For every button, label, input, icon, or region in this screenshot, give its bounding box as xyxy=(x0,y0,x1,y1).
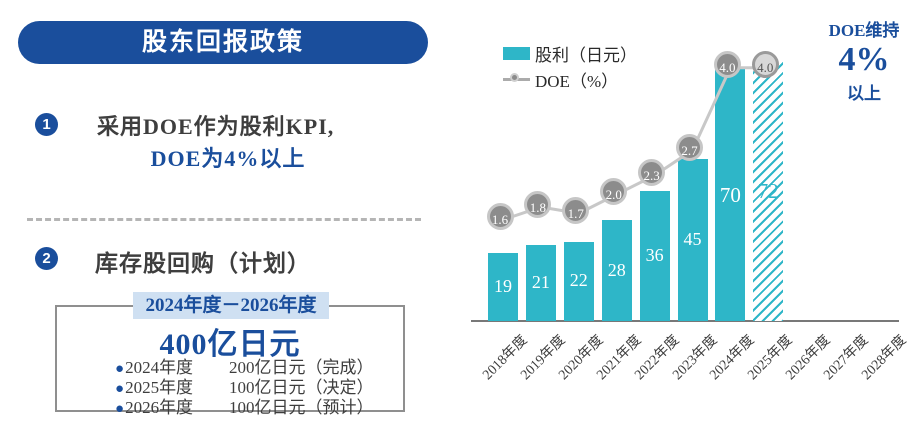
bullet-icon: ● xyxy=(115,401,125,417)
doe-point: 2.7 xyxy=(676,133,703,161)
bar-value-label: 36 xyxy=(645,245,664,266)
divider xyxy=(27,218,421,221)
buyback-year: 2024年度 xyxy=(125,358,194,377)
dividend-bar xyxy=(563,241,594,321)
buyback-row: ●2025年度 100亿日元（决定） xyxy=(115,373,374,397)
legend-item-dividend: 股利（日元） xyxy=(503,42,637,65)
buyback-amount: 200亿日元（完成） xyxy=(229,358,374,377)
buyback-row: ●2026年度 100亿日元（预计） xyxy=(115,393,374,417)
point-2-text: 库存股回购（计划） xyxy=(95,251,311,276)
bar-value-label: 21 xyxy=(531,272,550,293)
bullet-icon: ● xyxy=(115,381,125,397)
bullet-icon: ● xyxy=(115,361,125,377)
buyback-year: 2025年度 xyxy=(125,378,194,397)
bar-value-label: 72 xyxy=(757,178,779,203)
bar-value-label: 19 xyxy=(494,275,512,296)
doe-point: 1.7 xyxy=(562,196,590,224)
buyback-period: 2024年度－2026年度 xyxy=(133,292,329,319)
point-1-badge: 1 xyxy=(35,113,58,136)
annotation-line2: 以上 xyxy=(847,84,881,103)
dividend-bar xyxy=(488,252,518,321)
doe-point: 2.0 xyxy=(600,177,628,205)
point-1-text: 采用DOE作为股利KPI, xyxy=(97,114,335,139)
dividend-swatch-icon xyxy=(503,46,530,60)
annotation-value: 4% xyxy=(838,41,890,78)
buyback-box: 2024年度－2026年度 400亿日元 ●2024年度 200亿日元（完成） … xyxy=(55,292,405,417)
bar-value-label: 28 xyxy=(607,259,626,280)
buyback-amount: 100亿日元（预计） xyxy=(229,398,374,417)
bar-value-label: 22 xyxy=(569,270,588,291)
annotation-line1: DOE维持 xyxy=(828,21,900,40)
doe-point: 1.6 xyxy=(486,203,514,231)
buyback-year: 2026年度 xyxy=(125,398,194,417)
buyback-row: ●2024年度 200亿日元（完成） xyxy=(115,353,374,377)
x-axis-line xyxy=(471,320,899,322)
doe-point: 2.3 xyxy=(638,158,666,186)
dividend-bar xyxy=(601,220,632,321)
buyback-total: 400亿日元 xyxy=(159,328,301,361)
point-1-highlight: DOE为4%以上 xyxy=(150,146,306,171)
dividend-bar xyxy=(525,245,556,321)
doe-point: 4.0 xyxy=(713,51,741,79)
point-2-badge: 2 xyxy=(35,247,58,270)
doe-target-annotation: DOE维持 4% 以上 xyxy=(818,16,910,104)
legend-label: 股利（日元） xyxy=(535,45,637,65)
doe-point: 4.0 xyxy=(751,51,779,79)
buyback-amount: 100亿日元（决定） xyxy=(229,378,374,397)
page-title: 股东回报政策 xyxy=(18,21,428,64)
bar-value-label: 45 xyxy=(683,229,702,249)
doe-point: 1.8 xyxy=(524,190,552,218)
